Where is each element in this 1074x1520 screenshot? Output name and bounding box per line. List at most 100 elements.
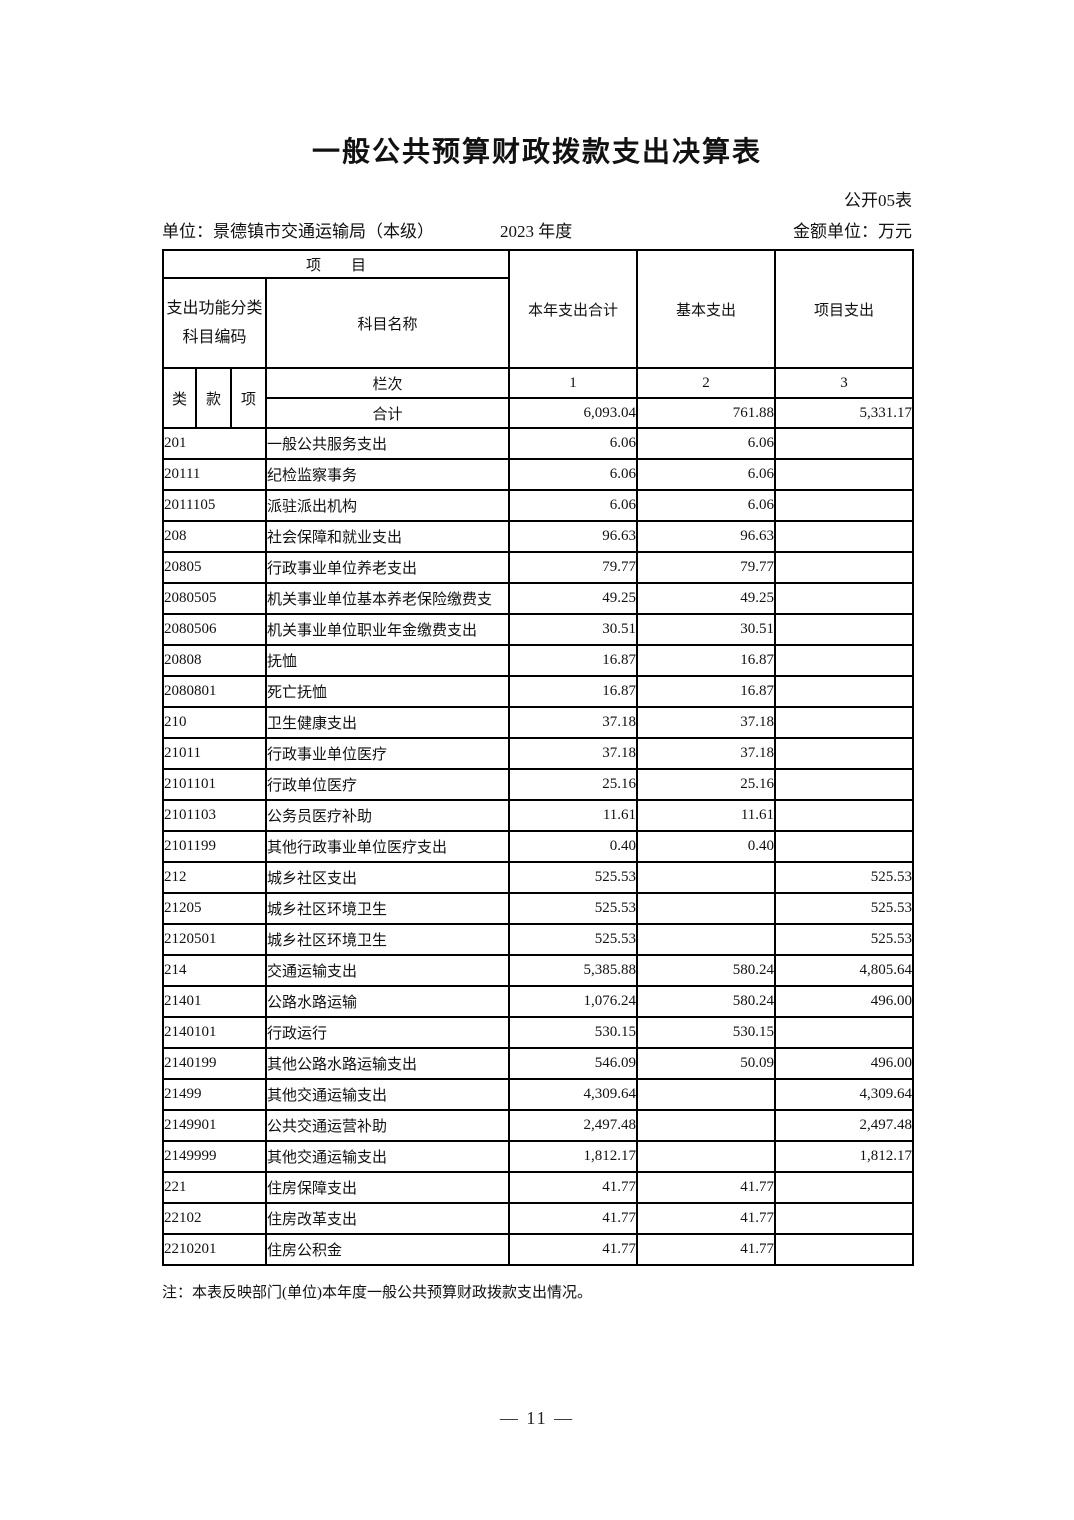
row-project-expenditure xyxy=(774,706,915,739)
fiscal-year-label: 2023 年度 xyxy=(500,222,573,241)
row-basic-expenditure: 11.61 xyxy=(636,799,777,832)
budget-table-body: 201 一般公共服务支出 6.06 6.06 20111 纪检监察事务 6.06 6.06 20… xyxy=(162,427,915,1266)
row-total-expenditure: 16.87 xyxy=(508,644,639,677)
row-basic-expenditure xyxy=(636,923,777,956)
row-total-expenditure: 41.77 xyxy=(508,1171,639,1204)
row-basic-expenditure: 16.87 xyxy=(636,675,777,708)
row-code: 221 xyxy=(162,1171,267,1204)
page-number: — 11 — xyxy=(499,1408,575,1428)
row-basic-expenditure: 96.63 xyxy=(636,520,777,553)
table-row: 2101199 其他行政事业单位医疗支出 0.40 0.40 xyxy=(162,830,915,863)
header-rank-label: 栏次 xyxy=(264,367,511,399)
row-project-expenditure xyxy=(774,830,915,863)
header-subject-name: 科目名称 xyxy=(264,277,511,369)
row-subject-name: 公务员医疗补助 xyxy=(264,799,511,832)
total-row: 合计 6,093.04 761.88 5,331.17 xyxy=(163,397,915,429)
row-project-expenditure: 1,812.17 xyxy=(774,1140,915,1173)
row-total-expenditure: 6.06 xyxy=(508,458,639,491)
row-project-expenditure xyxy=(774,1233,915,1266)
row-project-expenditure xyxy=(774,582,915,615)
row-subject-name: 其他交通运输支出 xyxy=(264,1140,511,1173)
row-basic-expenditure xyxy=(636,1140,777,1173)
row-basic-expenditure: 30.51 xyxy=(636,613,777,646)
row-code: 21401 xyxy=(162,985,267,1018)
row-project-expenditure: 496.00 xyxy=(774,985,915,1018)
header-func-class-line1: 支出功能分类 xyxy=(166,300,263,317)
header-row-project: 项 目 本年支出合计 基本支出 项目支出 xyxy=(161,249,915,369)
row-basic-expenditure: 6.06 xyxy=(636,489,777,522)
table-note: 注：本表反映部门(单位)本年度一般公共预算财政拨款支出情况。 xyxy=(162,1285,592,1301)
row-subject-name: 机关事业单位基本养老保险缴费支 xyxy=(264,582,511,615)
row-basic-expenditure: 37.18 xyxy=(636,737,777,770)
row-project-expenditure xyxy=(774,644,915,677)
row-basic-expenditure: 0.40 xyxy=(636,830,777,863)
row-subject-name: 住房公积金 xyxy=(264,1233,511,1266)
row-subject-name: 行政事业单位养老支出 xyxy=(264,551,511,584)
table-row: 2080801 死亡抚恤 16.87 16.87 xyxy=(162,675,915,708)
row-code: 2140199 xyxy=(162,1047,267,1080)
header-func-class: 支出功能分类 科目编码 xyxy=(162,277,267,369)
row-subject-name: 其他公路水路运输支出 xyxy=(264,1047,511,1080)
row-basic-expenditure xyxy=(636,892,777,925)
row-project-expenditure xyxy=(774,1016,915,1049)
row-basic-expenditure xyxy=(636,1109,777,1142)
row-project-expenditure xyxy=(774,737,915,770)
row-basic-expenditure: 6.06 xyxy=(636,427,777,460)
table-row: 2011105 派驻派出机构 6.06 6.06 xyxy=(162,489,915,522)
table-row: 2120501 城乡社区环境卫生 525.53 525.53 xyxy=(162,923,915,956)
row-total-expenditure: 37.18 xyxy=(508,706,639,739)
row-basic-expenditure xyxy=(636,1078,777,1111)
row-project-expenditure xyxy=(774,427,915,460)
row-basic-expenditure: 37.18 xyxy=(636,706,777,739)
total-value-basic: 761.88 xyxy=(636,397,777,429)
row-subject-name: 行政事业单位医疗 xyxy=(264,737,511,770)
row-total-expenditure: 525.53 xyxy=(508,861,639,894)
table-code-label: 公开05表 xyxy=(844,191,912,210)
row-subject-name: 行政单位医疗 xyxy=(264,768,511,801)
row-project-expenditure xyxy=(774,551,915,584)
table-row: 2140199 其他公路水路运输支出 546.09 50.09 496.00 xyxy=(162,1047,915,1080)
row-code: 201 xyxy=(162,427,267,460)
row-subject-name: 公路水路运输 xyxy=(264,985,511,1018)
row-total-expenditure: 2,497.48 xyxy=(508,1109,639,1142)
table-row: 2080506 机关事业单位职业年金缴费支出 30.51 30.51 xyxy=(162,613,915,646)
row-total-expenditure: 37.18 xyxy=(508,737,639,770)
row-project-expenditure xyxy=(774,1171,915,1204)
table-row: 21205 城乡社区环境卫生 525.53 525.53 xyxy=(162,892,915,925)
table-row: 2101101 行政单位医疗 25.16 25.16 xyxy=(162,768,915,801)
row-code: 2080801 xyxy=(162,675,267,708)
row-project-expenditure: 2,497.48 xyxy=(774,1109,915,1142)
row-subject-name: 行政运行 xyxy=(264,1016,511,1049)
row-subject-name: 其他行政事业单位医疗支出 xyxy=(264,830,511,863)
row-subject-name: 机关事业单位职业年金缴费支出 xyxy=(264,613,511,646)
row-basic-expenditure: 25.16 xyxy=(636,768,777,801)
row-code: 2149999 xyxy=(162,1140,267,1173)
table-row: 21401 公路水路运输 1,076.24 580.24 496.00 xyxy=(162,985,915,1018)
row-code: 21499 xyxy=(162,1078,267,1111)
table-row: 210 卫生健康支出 37.18 37.18 xyxy=(162,706,915,739)
total-value-total: 6,093.04 xyxy=(508,397,639,429)
row-basic-expenditure xyxy=(636,861,777,894)
row-code: 20805 xyxy=(162,551,267,584)
row-project-expenditure xyxy=(774,489,915,522)
row-total-expenditure: 41.77 xyxy=(508,1202,639,1235)
rank-col-1: 1 xyxy=(508,367,639,399)
row-basic-expenditure: 6.06 xyxy=(636,458,777,491)
row-basic-expenditure: 530.15 xyxy=(636,1016,777,1049)
row-total-expenditure: 25.16 xyxy=(508,768,639,801)
row-project-expenditure xyxy=(774,613,915,646)
row-code: 2101103 xyxy=(162,799,267,832)
row-subject-name: 交通运输支出 xyxy=(264,954,511,987)
table-row: 2101103 公务员医疗补助 11.61 11.61 xyxy=(162,799,915,832)
table-row: 208 社会保障和就业支出 96.63 96.63 xyxy=(162,520,915,553)
row-code: 2080506 xyxy=(162,613,267,646)
page-title: 一般公共预算财政拨款支出决算表 xyxy=(311,136,762,167)
table-row: 2149901 公共交通运营补助 2,497.48 2,497.48 xyxy=(162,1109,915,1142)
table-row: 2140101 行政运行 530.15 530.15 xyxy=(162,1016,915,1049)
table-row: 201 一般公共服务支出 6.06 6.06 xyxy=(162,427,915,460)
amount-unit-label: 金额单位：万元 xyxy=(793,222,912,241)
table-row: 20111 纪检监察事务 6.06 6.06 xyxy=(162,458,915,491)
row-project-expenditure xyxy=(774,458,915,491)
row-total-expenditure: 525.53 xyxy=(508,892,639,925)
row-basic-expenditure: 580.24 xyxy=(636,985,777,1018)
